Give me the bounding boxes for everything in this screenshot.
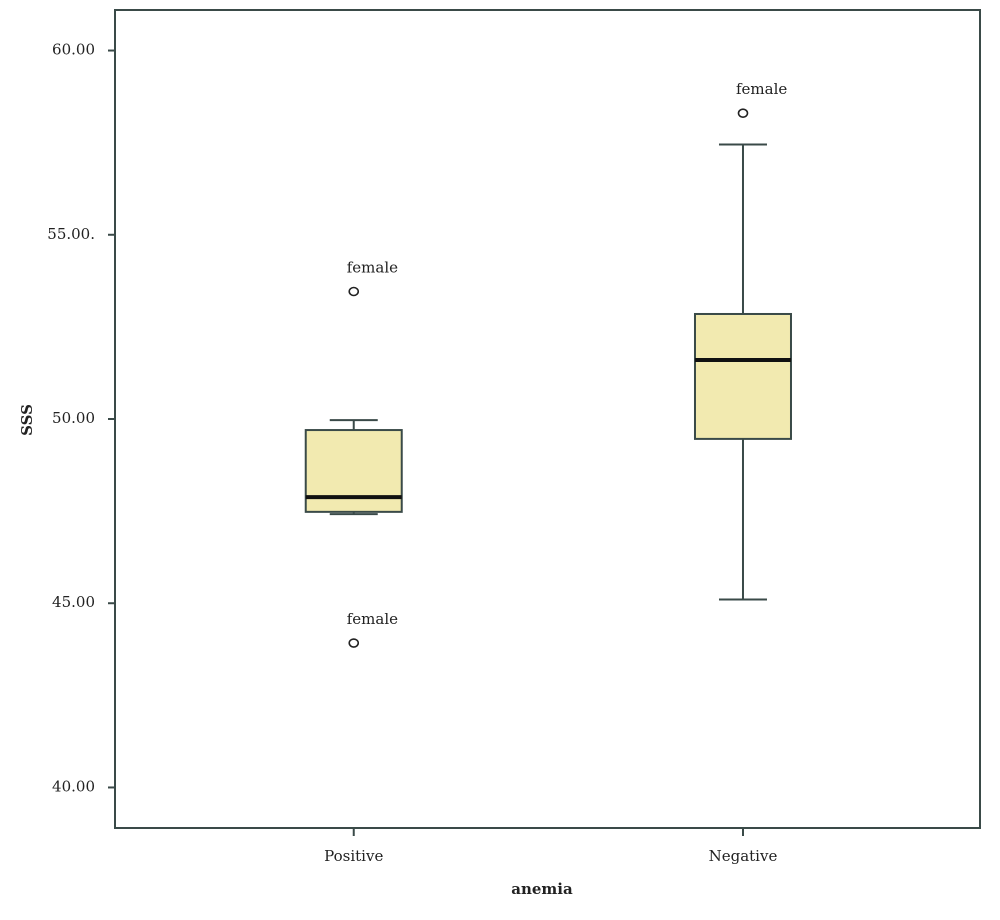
box: [693, 312, 792, 440]
x-tick-label: Positive: [324, 847, 383, 865]
y-tick-label: 50.00: [52, 409, 95, 427]
outlier-label: female: [347, 259, 398, 277]
outlier: [737, 108, 749, 118]
y-axis-label: SSS: [18, 404, 36, 436]
outlier-label: female: [347, 610, 398, 628]
box: [304, 429, 403, 513]
x-tick-label: Negative: [709, 847, 778, 865]
outlier: [348, 286, 360, 297]
x-axis-label: anemia: [511, 880, 573, 898]
y-tick-label: 60.00: [52, 41, 95, 59]
plot-frame: [114, 9, 981, 829]
outlier: [348, 638, 360, 648]
y-tick-label: 40.00: [52, 777, 95, 795]
y-tick-label: 55.00.: [47, 225, 95, 243]
outlier-label: female: [736, 80, 787, 98]
y-tick-label: 45.00: [52, 593, 95, 611]
